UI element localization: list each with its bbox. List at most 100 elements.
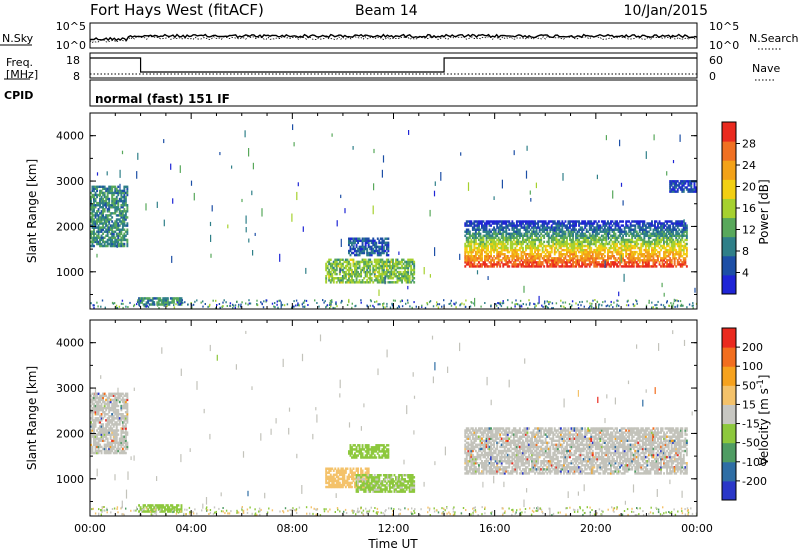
- scatter-cell: [358, 247, 361, 251]
- scatter-cell: [540, 244, 543, 248]
- scatter-cell: [544, 226, 547, 229]
- scatter-cell: [375, 264, 378, 268]
- scatter-cell: [478, 234, 480, 238]
- scatter-cell: [643, 232, 646, 236]
- scatter-cell: [567, 232, 570, 236]
- speckle-cell: [594, 299, 596, 301]
- scatter-cell: [382, 247, 385, 251]
- isolated-echo: [227, 224, 229, 229]
- scatter-cell: [511, 234, 514, 238]
- scatter-cell: [118, 417, 121, 420]
- scatter-cell: [109, 228, 112, 231]
- scatter-cell: [351, 241, 353, 245]
- scatter-cell: [608, 246, 611, 250]
- scatter-cell: [569, 236, 571, 240]
- speckle-cell: [654, 304, 656, 307]
- scatter-cell: [398, 275, 401, 278]
- scatter-cell: [602, 265, 605, 268]
- scatter-cell: [564, 255, 567, 258]
- scatter-cell: [585, 263, 588, 266]
- scatter-cell: [661, 261, 664, 264]
- scatter-cell: [139, 301, 142, 304]
- scatter-cell: [525, 265, 527, 268]
- scatter-cell: [473, 236, 476, 240]
- scatter-cell: [357, 260, 360, 264]
- scatter-cell: [610, 222, 612, 225]
- scatter-cell: [334, 272, 337, 276]
- scatter-cell: [102, 400, 105, 404]
- scatter-cell: [358, 249, 361, 253]
- scatter-cell: [93, 187, 95, 191]
- scatter-cell: [376, 237, 379, 240]
- scatter-cell: [344, 270, 347, 274]
- scatter-cell: [570, 230, 573, 233]
- scatter-cell: [105, 240, 108, 244]
- scatter-cell: [611, 228, 614, 231]
- scatter-cell: [102, 226, 105, 229]
- scatter-cell: [550, 261, 553, 264]
- isolated-echo: [474, 297, 476, 307]
- scatter-cell: [667, 224, 670, 227]
- scatter-cell: [103, 404, 106, 408]
- scatter-cell: [478, 226, 480, 229]
- scatter-cell: [550, 248, 553, 252]
- scatter-cell: [599, 265, 602, 268]
- scatter-cell: [100, 242, 103, 246]
- isolated-echo: [663, 236, 665, 245]
- scatter-cell: [91, 208, 94, 211]
- scatter-cell: [358, 239, 361, 243]
- scatter-cell: [643, 255, 646, 258]
- speckle-cell: [668, 304, 670, 307]
- speckle-cell: [277, 306, 279, 309]
- speckle-cell: [429, 300, 432, 303]
- speckle-cell: [248, 302, 251, 305]
- scatter-cell: [103, 240, 106, 244]
- scatter-cell: [94, 435, 97, 438]
- scatter-cell: [625, 238, 628, 242]
- scatter-cell: [629, 240, 632, 244]
- scatter-cell: [471, 234, 474, 238]
- scatter-cell: [497, 246, 500, 250]
- speckle-cell: [116, 307, 119, 309]
- scatter-cell: [605, 246, 608, 250]
- isolated-echo: [302, 226, 304, 232]
- speckle-cell: [660, 303, 662, 306]
- scatter-cell: [660, 244, 663, 248]
- scatter-cell: [675, 220, 678, 223]
- scatter-cell: [117, 222, 120, 225]
- speckle-cell: [247, 303, 249, 306]
- scatter-cell: [174, 297, 177, 300]
- scatter-cell: [490, 261, 493, 264]
- scatter-cell: [118, 214, 121, 217]
- scatter-cell: [363, 237, 366, 240]
- scatter-cell: [588, 259, 591, 262]
- scatter-cell: [372, 241, 375, 245]
- scatter-cell: [148, 299, 151, 302]
- scatter-cell: [102, 240, 105, 244]
- isolated-echo: [620, 254, 622, 263]
- scatter-cell: [594, 226, 597, 229]
- scatter-cell: [684, 263, 687, 266]
- scatter-cell: [405, 266, 408, 270]
- scatter-cell: [690, 186, 693, 189]
- scatter-cell: [395, 264, 397, 268]
- scatter-cell: [468, 246, 471, 250]
- scatter-cell: [532, 230, 535, 233]
- scatter-cell: [607, 263, 609, 266]
- scatter-cell: [675, 182, 678, 185]
- scatter-cell: [579, 259, 582, 262]
- scatter-cell: [641, 255, 644, 258]
- scatter-cell: [623, 242, 626, 246]
- isolated-echo: [612, 190, 614, 199]
- scatter-cell: [657, 224, 659, 227]
- scatter-cell: [546, 261, 549, 264]
- scatter-cell: [682, 259, 685, 262]
- scatter-cell: [332, 268, 335, 272]
- scatter-cell: [679, 248, 682, 252]
- scatter-cell: [491, 234, 494, 238]
- scatter-cell: [546, 248, 549, 252]
- speckle-cell: [261, 303, 263, 306]
- scatter-cell: [587, 257, 590, 260]
- scatter-cell: [488, 236, 491, 240]
- scatter-cell: [594, 230, 597, 233]
